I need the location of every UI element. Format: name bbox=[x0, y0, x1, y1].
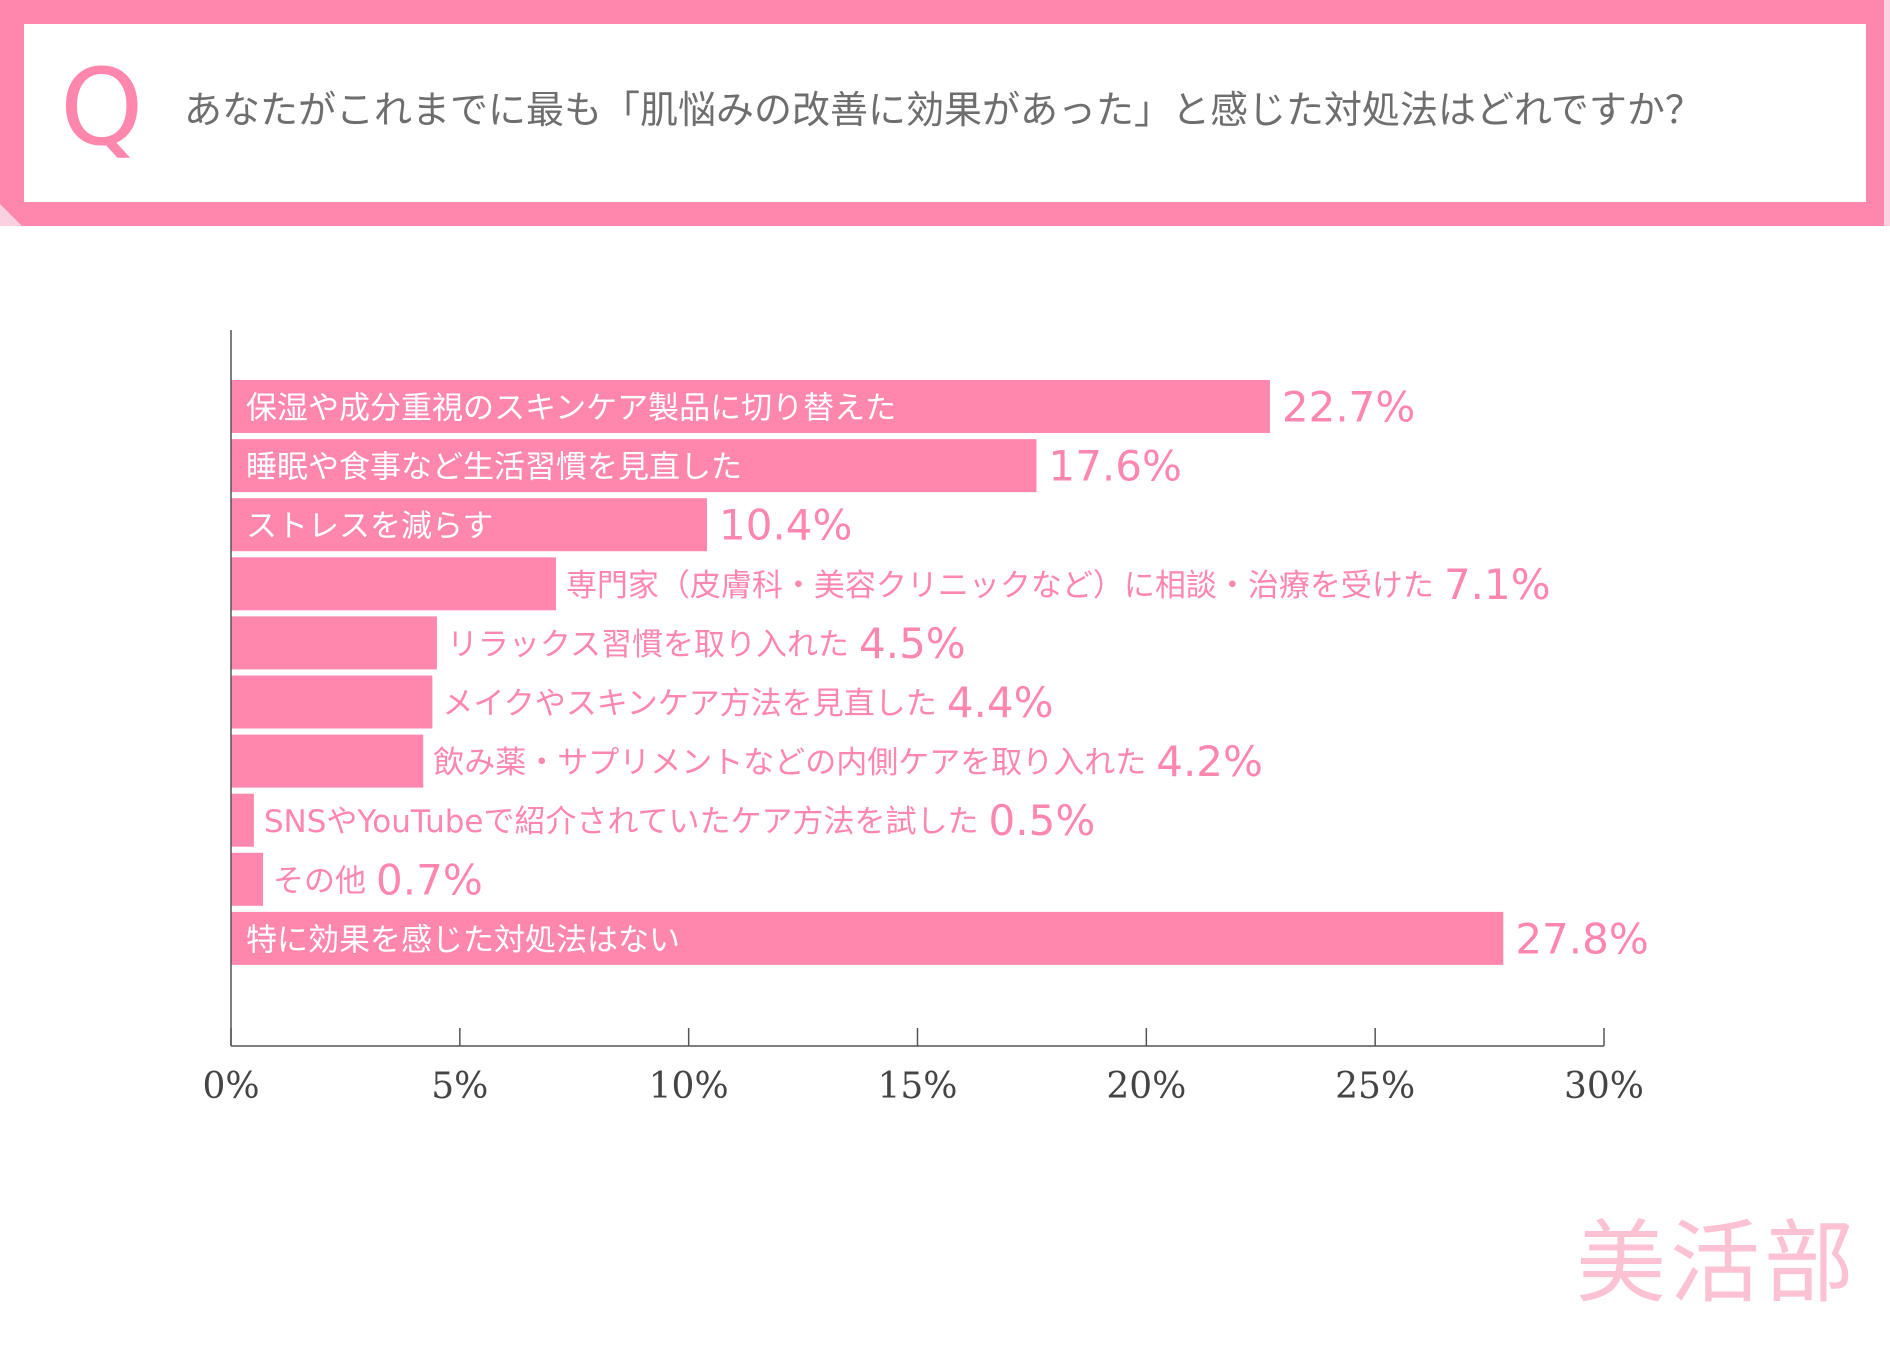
bar-2 bbox=[231, 498, 707, 552]
value-label-2: 10.4% bbox=[719, 501, 852, 550]
value-label-9: 27.8% bbox=[1515, 914, 1648, 963]
brand-watermark: 美活部 bbox=[1576, 1211, 1858, 1316]
x-tick-label-5: 25% bbox=[1335, 1066, 1415, 1107]
bar-0 bbox=[231, 380, 1270, 433]
category-label-6: 飲み薬・サプリメントなどの内側ケアを取り入れた bbox=[433, 745, 1146, 781]
bar-1 bbox=[231, 439, 1037, 493]
question-box bbox=[24, 24, 1866, 202]
x-tick-label-0: 0% bbox=[202, 1066, 259, 1107]
value-label-3: 7.1% bbox=[1444, 560, 1551, 609]
value-label-0: 22.7% bbox=[1282, 383, 1415, 432]
bar-8 bbox=[231, 852, 264, 906]
question-letter: Q bbox=[60, 46, 144, 169]
bar-3 bbox=[231, 557, 556, 611]
value-label-8: 0.7% bbox=[376, 855, 483, 904]
value-label-4: 4.5% bbox=[859, 619, 966, 668]
bar-5 bbox=[231, 675, 433, 729]
category-label-1: 睡眠や食事など生活習慣を見直した bbox=[246, 450, 742, 486]
category-label-7: SNSやYouTubeで紹介されていたケア方法を試した bbox=[264, 804, 979, 840]
bar-4 bbox=[231, 616, 437, 670]
bar-9 bbox=[231, 911, 1504, 965]
x-tick-label-1: 5% bbox=[431, 1066, 488, 1107]
category-label-8: その他 bbox=[273, 863, 366, 899]
category-label-5: メイクやスキンケア方法を見直した bbox=[442, 686, 936, 722]
category-label-0: 保湿や成分重視のスキンケア製品に切り替えた bbox=[246, 391, 896, 427]
category-label-9: 特に効果を感じた対処法はない bbox=[246, 922, 680, 958]
x-tick-label-3: 15% bbox=[877, 1066, 957, 1107]
category-label-2: ストレスを減らす bbox=[246, 509, 493, 545]
bar-6 bbox=[231, 734, 424, 788]
x-tick-label-4: 20% bbox=[1106, 1066, 1186, 1107]
value-label-1: 17.6% bbox=[1048, 442, 1181, 491]
value-label-5: 4.4% bbox=[947, 678, 1054, 727]
question-text: あなたがこれまでに最も「肌悩みの改善に効果があった」と感じた対処法はどれですか？ bbox=[184, 88, 1703, 132]
value-label-7: 0.5% bbox=[989, 796, 1096, 845]
bar-7 bbox=[231, 793, 254, 847]
x-tick-label-2: 10% bbox=[649, 1066, 729, 1107]
value-label-6: 4.2% bbox=[1156, 737, 1263, 786]
category-label-4: リラックス習慣を取り入れた bbox=[447, 627, 849, 663]
x-tick-label-6: 30% bbox=[1564, 1066, 1644, 1107]
category-label-3: 専門家（皮膚科・美容クリニックなど）に相談・治療を受けた bbox=[566, 568, 1434, 604]
